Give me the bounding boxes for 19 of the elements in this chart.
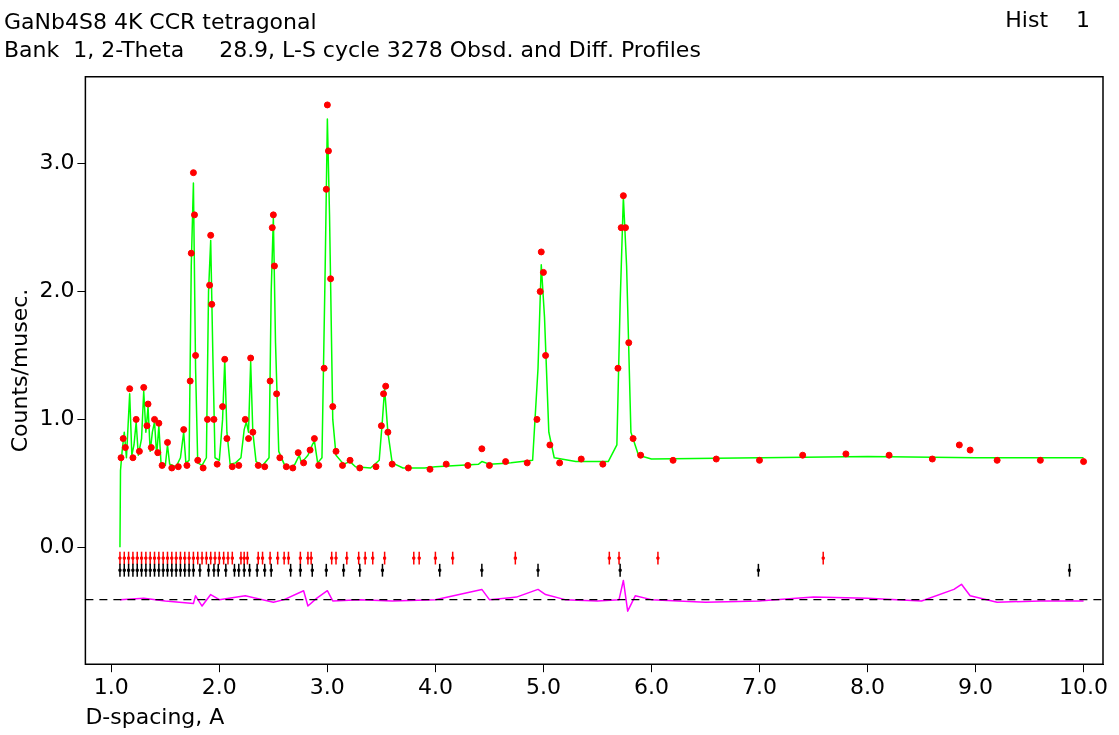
y-tick-label: 2.0 bbox=[39, 277, 75, 303]
chart-title: GaNb4S8 4K CCR tetragonal bbox=[4, 8, 317, 34]
x-tick-label: 5.0 bbox=[525, 674, 561, 700]
y-axis-title: Counts/musec. bbox=[6, 288, 32, 453]
text: Hist 1 bbox=[1005, 6, 1090, 32]
x-tick-label: 7.0 bbox=[741, 674, 777, 700]
x-tick-label: 6.0 bbox=[633, 674, 669, 700]
x-tick-label: 8.0 bbox=[850, 674, 885, 700]
y-tick-label: 1.0 bbox=[39, 405, 75, 431]
x-tick-label: 4.0 bbox=[417, 674, 453, 700]
x-tick-label: 10.0 bbox=[1059, 674, 1109, 700]
y-tick-label: 0.0 bbox=[39, 532, 75, 558]
y-tick-label: 3.0 bbox=[39, 149, 75, 175]
x-tick-label: 9.0 bbox=[958, 674, 994, 700]
x-tick-label: 3.0 bbox=[309, 674, 345, 700]
chart-subtitle: Bank 1, 2-Theta 28.9, L-S cycle 3278 Obsd. and Diff. Profiles bbox=[4, 37, 701, 63]
x-tick-label: 1.0 bbox=[93, 674, 129, 700]
x-tick-label: 2.0 bbox=[201, 674, 237, 700]
x-axis-title: D-spacing, A bbox=[85, 703, 225, 729]
